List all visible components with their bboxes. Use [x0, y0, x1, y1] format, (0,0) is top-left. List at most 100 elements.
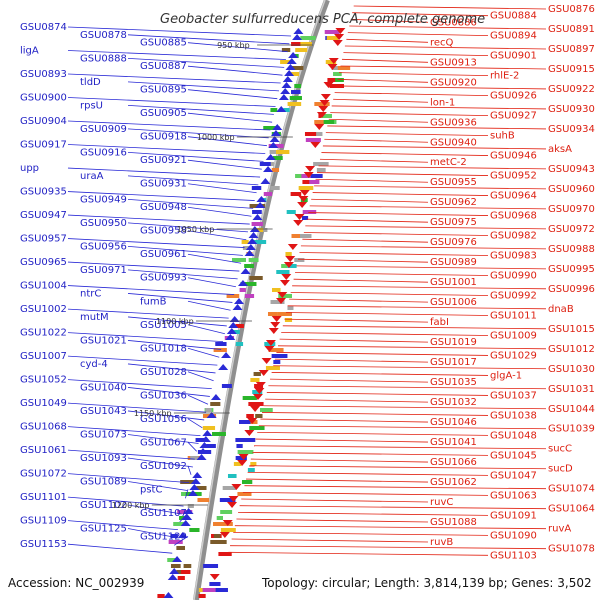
gene-feature-block: [275, 150, 290, 154]
gene-feature-block: [270, 300, 285, 304]
gene-feature-block: [179, 516, 187, 520]
gene-feature-block: [227, 474, 237, 478]
gene-leader-line-left: [187, 112, 273, 123]
reverse-strand-arrow: [237, 460, 248, 466]
gene-leader-line-left: [127, 104, 274, 115]
forward-strand-arrow: [252, 214, 263, 220]
reverse-strand-arrow: [287, 244, 298, 250]
forward-strand-arrow: [163, 592, 174, 598]
gene-leader-line-left: [67, 520, 178, 531]
gene-feature-block: [263, 126, 277, 130]
gene-label-left: GSU0874: [20, 22, 67, 33]
gene-label-right: GSU0995: [548, 264, 595, 275]
gene-leader-line-right: [284, 318, 429, 323]
gene-leader-line-right: [254, 445, 547, 450]
gene-feature-block: [213, 522, 227, 526]
gene-leader-line-right: [255, 438, 429, 443]
gene-feature-block: [272, 156, 283, 160]
reverse-strand-arrow: [297, 202, 308, 208]
gene-feature-block: [335, 66, 351, 70]
gene-feature-block: [267, 312, 278, 316]
gene-leader-line-left: [187, 136, 267, 147]
gene-leader-line-right: [257, 432, 489, 436]
reverse-strand-arrow: [318, 106, 329, 112]
gene-leader-line-right: [306, 218, 429, 223]
gene-feature-block: [298, 186, 314, 190]
forward-strand-arrow: [218, 364, 229, 370]
gene-leader-line-right: [236, 518, 429, 523]
gene-leader-line-left: [127, 434, 199, 444]
gene-label-right: GSU1090: [490, 530, 537, 541]
gene-feature-block: [195, 438, 207, 442]
gene-leader-line-right: [308, 212, 489, 216]
gene-feature-block: [235, 438, 245, 442]
gene-leader-line-right: [270, 378, 429, 383]
gene-label-right: GSU0988: [548, 244, 595, 255]
gene-label-right: GSU1037: [490, 390, 537, 401]
forward-strand-arrow: [182, 514, 193, 520]
gene-feature-block: [320, 114, 332, 118]
gene-feature-block: [157, 594, 165, 598]
gene-leader-line-right: [322, 145, 547, 150]
gene-leader-line-right: [347, 32, 489, 37]
forward-strand-arrow: [281, 82, 292, 88]
gene-leader-line-left: [67, 449, 195, 460]
gene-leader-line-left: [67, 238, 245, 248]
gene-feature-block: [244, 294, 255, 298]
gene-feature-block: [204, 426, 216, 430]
gene-feature-block: [263, 192, 273, 196]
gene-label-left: GSU1089: [80, 476, 127, 487]
gene-leader-line-right: [262, 412, 489, 416]
gene-label-right: GSU0913: [430, 57, 477, 68]
gene-feature-block: [241, 480, 253, 484]
forward-strand-arrow: [293, 28, 304, 34]
gene-leader-line-left: [179, 512, 189, 523]
gene-feature-block: [249, 426, 265, 430]
gene-leader-line-right: [318, 165, 547, 170]
gene-label-left: GSU0888: [80, 53, 127, 64]
gene-leader-line-right: [317, 172, 489, 176]
gene-leader-line-right: [311, 198, 429, 203]
forward-strand-arrow: [183, 508, 194, 514]
reverse-strand-arrow: [271, 316, 282, 322]
gene-feature-block: [210, 540, 222, 544]
gene-label-right: GSU0927: [490, 111, 537, 122]
gene-feature-block: [180, 480, 195, 484]
gene-leader-line-right: [303, 232, 489, 236]
gene-feature-block: [289, 66, 304, 70]
gene-leader-line-right: [260, 418, 429, 423]
gene-label-right: GSU0983: [490, 251, 537, 262]
gene-leader-line-right: [249, 465, 547, 470]
reverse-strand-arrow: [265, 340, 276, 346]
gene-leader-line-left: [67, 285, 235, 295]
reverse-strand-arrow: [270, 322, 281, 328]
gene-label-left: GSU1021: [80, 335, 127, 346]
gene-label-right: GSU1041: [430, 437, 477, 448]
gene-leader-line-left: [187, 89, 278, 100]
gene-feature-block: [244, 438, 256, 442]
gene-label-right: GSU1078: [548, 544, 595, 555]
gene-leader-line-left: [187, 159, 262, 170]
gene-label-left: pstC: [140, 484, 162, 495]
gene-label-left: GSU0956: [80, 241, 127, 252]
gene-label-left: GSU1109: [20, 516, 67, 527]
gene-label-left: GSU0878: [80, 30, 127, 41]
gene-feature-block: [189, 528, 200, 532]
gene-leader-line-right: [299, 252, 489, 256]
reverse-strand-arrow: [209, 574, 220, 580]
gene-leader-line-right: [266, 392, 489, 396]
gene-leader-line-right: [247, 471, 489, 476]
gene-leader-line-left: [187, 42, 288, 53]
gene-feature-block: [209, 582, 221, 586]
label-leader-lines: [67, 5, 547, 556]
gene-leader-line-left: [187, 347, 220, 358]
gene-feature-block: [220, 528, 236, 532]
gene-leader-line-left: [67, 473, 190, 484]
gene-label-right: GSU1001: [430, 277, 477, 288]
gene-leader-line-left: [127, 340, 222, 350]
gene-feature-block: [220, 510, 233, 514]
gene-feature-block: [325, 60, 337, 64]
gene-feature-block: [237, 450, 254, 454]
gene-feature-block: [235, 342, 244, 346]
gene-leader-line-left: [187, 394, 209, 405]
